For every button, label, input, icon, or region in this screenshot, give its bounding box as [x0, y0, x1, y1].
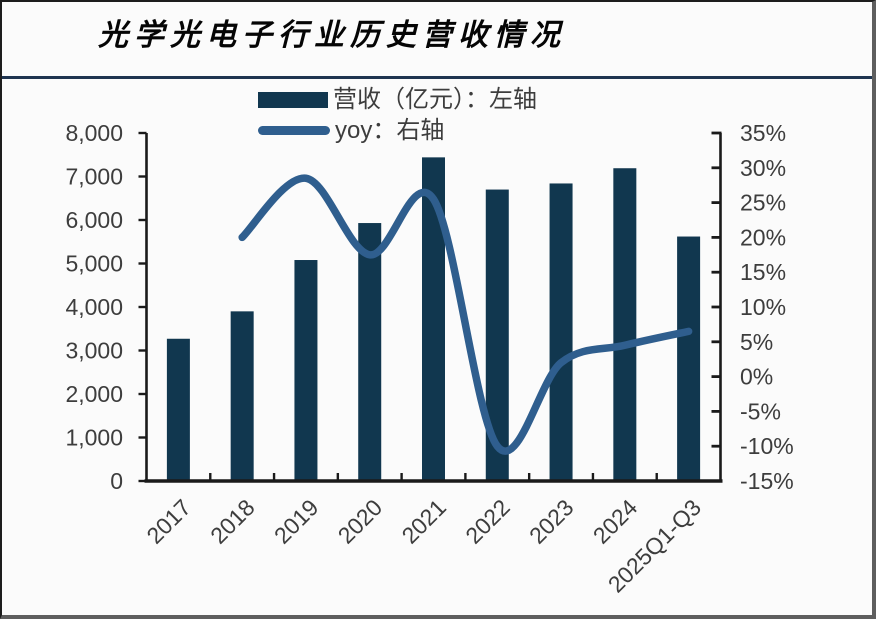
revenue-bar-swatch-icon [258, 91, 328, 108]
legend-item-revenue: 营收（亿元）：左轴 [258, 84, 537, 115]
yoy-line [238, 174, 693, 455]
bar-2019 [294, 260, 318, 481]
legend-label-yoy: yoy：右轴 [335, 116, 445, 144]
left-tick-label: 0 [110, 468, 123, 494]
bar-2020 [358, 223, 382, 482]
left-tick-label: 6,000 [65, 207, 123, 233]
yoy-line-series [238, 174, 693, 455]
left-tick-label: 7,000 [65, 164, 123, 190]
right-tick-label: -5% [740, 398, 781, 424]
right-tick-label: 20% [740, 224, 786, 250]
left-tick-label: 8,000 [65, 120, 123, 146]
left-tick-label: 2,000 [65, 381, 123, 407]
right-tick-label: 10% [740, 294, 786, 320]
bar-2017 [166, 338, 190, 481]
x-label-2023: 2023 [524, 494, 579, 549]
bar-2024 [613, 168, 637, 482]
x-label-2020: 2020 [333, 494, 388, 549]
bottom-axis-ticks [209, 473, 658, 481]
left-tick-label: 3,000 [65, 338, 123, 364]
x-label-2021: 2021 [396, 494, 451, 549]
bar-2023 [549, 183, 573, 481]
right-tick-label: 35% [740, 120, 786, 146]
x-label-2022: 2022 [460, 494, 515, 549]
right-tick-label: 0% [740, 364, 773, 390]
bar-2021 [422, 157, 445, 482]
chart-legend: 营收（亿元）：左轴 yoy：右轴 [258, 84, 537, 146]
x-axis-labels: 2017 2018 2019 2020 2021 2022 2023 20242025Q1-Q… [141, 494, 706, 598]
x-label-2019: 2019 [269, 494, 324, 549]
x-label-2017: 2017 [141, 494, 196, 549]
title-divider [2, 76, 872, 79]
left-tick-label: 1,000 [65, 425, 123, 451]
right-tick-label: -10% [740, 433, 794, 459]
right-tick-label: -15% [740, 468, 794, 494]
left-tick-label: 4,000 [65, 294, 123, 320]
bar-2025Q1-Q3 [677, 236, 701, 481]
legend-item-yoy: yoy：右轴 [258, 115, 537, 146]
x-label-2024: 2024 [588, 494, 643, 549]
legend-label-revenue: 营收（亿元）：左轴 [333, 85, 537, 113]
right-tick-label: 25% [740, 190, 786, 216]
right-axis-ticks-labels: -15% -10% -5% 0% 5% 10% 15% 20% 25% 30% 35% [711, 120, 794, 494]
page-title: 光学光电子行业历史营收情况 [98, 19, 566, 52]
revenue-bars [166, 157, 701, 482]
left-tick-label: 5,000 [65, 251, 123, 277]
right-tick-label: 5% [740, 329, 773, 355]
left-axis-ticks-labels: 0 1,000 2,000 3,000 4,000 5,000 6,000 7,000 8,00… [65, 120, 147, 494]
right-tick-label: 15% [740, 259, 786, 285]
bar-2022 [485, 189, 509, 482]
right-tick-label: 30% [740, 155, 786, 181]
bar-2018 [230, 311, 254, 481]
yoy-line-swatch-icon [258, 126, 330, 135]
x-label-2018: 2018 [205, 494, 260, 549]
